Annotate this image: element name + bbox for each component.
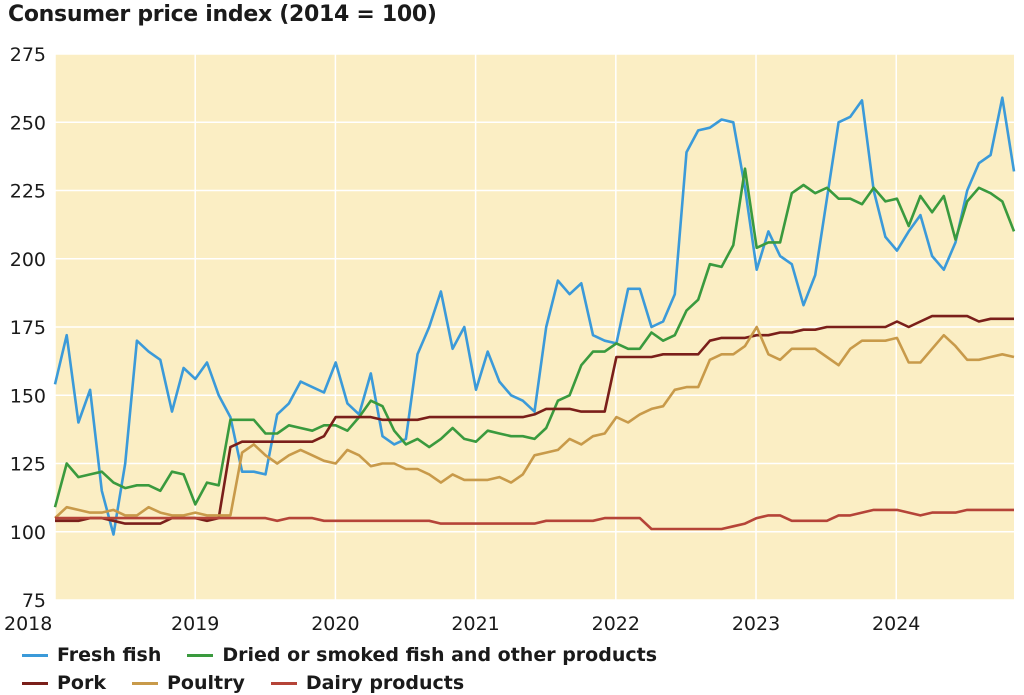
x-axis-ticks: 2018 2019 2020 2021 2022 2023 2024 [4,613,920,635]
x-tick-label-2020: 2020 [311,613,359,635]
y-tick-label-150: 150 [10,385,46,407]
x-tick-label-2019: 2019 [171,613,219,635]
x-tick-label-2021: 2021 [451,613,499,635]
y-tick-label-175: 175 [10,317,46,339]
legend-row-2: Pork Poultry Dairy products [22,672,490,694]
chart-title: Consumer price index (2014 = 100) [8,2,437,27]
legend-item-poultry: Poultry [131,672,245,694]
series-line-fresh-fish [53,96,1016,536]
y-tick-label-200: 200 [10,249,46,271]
series-lines [53,96,1016,536]
legend-item-pork: Pork [22,672,106,694]
series-line-dried-or-smoked-fish-and-other-products [53,167,1016,508]
x-tick-label-2024: 2024 [872,613,920,635]
y-axis-ticks: 75 100 125 150 175 200 225 250 275 [10,44,46,612]
y-tick-label-75: 75 [22,590,46,612]
legend-label-fresh-fish: Fresh fish [57,644,162,666]
x-tick-label-2018: 2018 [4,613,52,635]
y-tick-label-100: 100 [10,522,46,544]
legend-item-dried-smoked-fish: Dried or smoked fish and other products [187,644,657,666]
x-tick-label-2023: 2023 [732,613,780,635]
y-tick-label-225: 225 [10,181,46,203]
y-tick-label-275: 275 [10,44,46,66]
legend-label-pork: Pork [57,672,106,694]
y-tick-label-125: 125 [10,454,46,476]
y-tick-label-250: 250 [10,112,46,134]
series-line-dairy-products [55,508,1014,531]
legend-swatch-fresh-fish [22,653,48,657]
legend-swatch-poultry [131,681,158,685]
legend-item-fresh-fish: Fresh fish [22,644,161,666]
legend-swatch-pork [22,681,48,685]
legend-swatch-dairy-products [270,681,297,685]
legend-row-1: Fresh fish Dried or smoked fish and othe… [22,644,683,666]
series-line-poultry [54,325,1015,520]
legend-label-poultry: Poultry [166,672,245,694]
legend-item-dairy-products: Dairy products [270,672,465,694]
legend-label-dairy-products: Dairy products [305,672,465,694]
legend-label-dried-smoked-fish: Dried or smoked fish and other products [222,644,658,666]
x-tick-label-2022: 2022 [592,613,640,635]
legend-swatch-dried-smoked-fish [187,653,214,657]
